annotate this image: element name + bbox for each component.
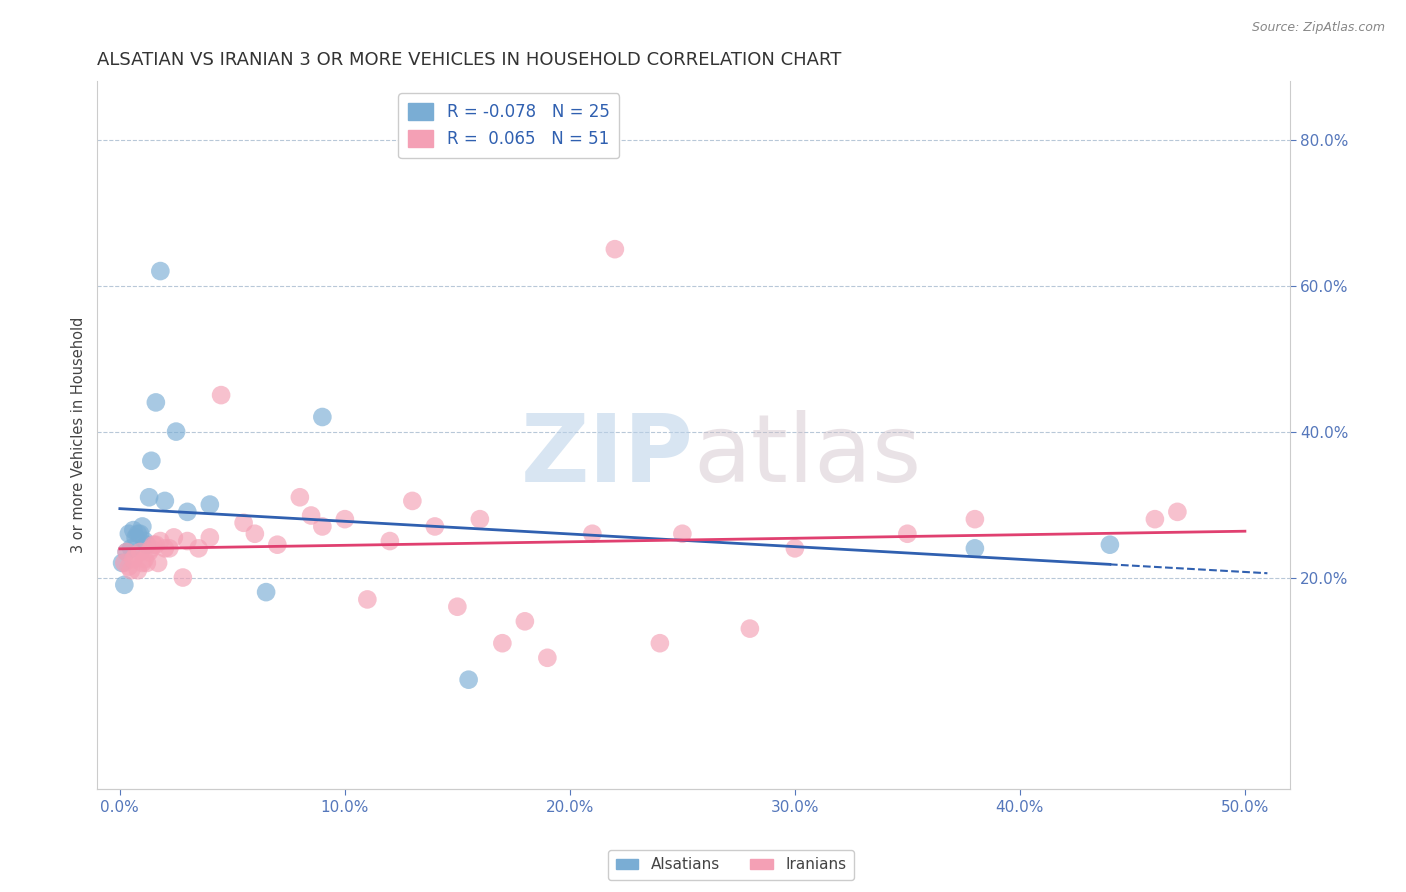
Point bbox=[288, 490, 311, 504]
Point bbox=[1098, 538, 1121, 552]
Point bbox=[513, 615, 536, 629]
Point bbox=[187, 541, 209, 556]
Point bbox=[232, 516, 254, 530]
Point bbox=[134, 552, 156, 566]
Point bbox=[115, 545, 138, 559]
Point bbox=[115, 545, 138, 559]
Point bbox=[157, 541, 180, 556]
Point bbox=[457, 673, 479, 687]
Point bbox=[603, 242, 626, 256]
Point bbox=[311, 409, 333, 424]
Point bbox=[198, 498, 221, 512]
Point bbox=[198, 530, 221, 544]
Legend: R = -0.078   N = 25, R =  0.065   N = 51: R = -0.078 N = 25, R = 0.065 N = 51 bbox=[398, 94, 620, 158]
Point bbox=[122, 552, 145, 566]
Point bbox=[131, 556, 153, 570]
Text: ZIP: ZIP bbox=[520, 410, 693, 502]
Point bbox=[266, 538, 288, 552]
Point bbox=[163, 530, 186, 544]
Point bbox=[138, 490, 160, 504]
Point bbox=[118, 526, 141, 541]
Point bbox=[124, 549, 146, 563]
Point bbox=[356, 592, 378, 607]
Point bbox=[581, 526, 603, 541]
Point bbox=[401, 494, 423, 508]
Point bbox=[145, 538, 167, 552]
Point bbox=[896, 526, 918, 541]
Point bbox=[254, 585, 277, 599]
Point bbox=[129, 526, 152, 541]
Point bbox=[127, 563, 149, 577]
Point bbox=[145, 395, 167, 409]
Point bbox=[209, 388, 232, 402]
Point bbox=[783, 541, 806, 556]
Point bbox=[112, 556, 135, 570]
Point bbox=[111, 556, 134, 570]
Point bbox=[423, 519, 446, 533]
Point bbox=[135, 556, 157, 570]
Point bbox=[149, 264, 172, 278]
Point bbox=[333, 512, 356, 526]
Point bbox=[138, 545, 160, 559]
Point bbox=[1166, 505, 1188, 519]
Point bbox=[146, 556, 169, 570]
Point bbox=[153, 494, 176, 508]
Point bbox=[129, 545, 152, 559]
Point bbox=[135, 538, 157, 552]
Point bbox=[671, 526, 693, 541]
Point bbox=[124, 530, 146, 544]
Point bbox=[536, 650, 558, 665]
Point bbox=[176, 505, 198, 519]
Point bbox=[120, 563, 142, 577]
Point bbox=[299, 508, 322, 523]
Point bbox=[112, 578, 135, 592]
Point bbox=[648, 636, 671, 650]
Point bbox=[120, 541, 142, 556]
Y-axis label: 3 or more Vehicles in Household: 3 or more Vehicles in Household bbox=[72, 317, 86, 553]
Point bbox=[311, 519, 333, 533]
Text: Source: ZipAtlas.com: Source: ZipAtlas.com bbox=[1251, 21, 1385, 34]
Text: atlas: atlas bbox=[693, 410, 922, 502]
Point bbox=[122, 523, 145, 537]
Point bbox=[118, 559, 141, 574]
Point bbox=[134, 534, 156, 549]
Point bbox=[176, 534, 198, 549]
Point bbox=[491, 636, 513, 650]
Point bbox=[963, 541, 986, 556]
Point bbox=[131, 519, 153, 533]
Point bbox=[172, 570, 194, 584]
Point bbox=[963, 512, 986, 526]
Point bbox=[446, 599, 468, 614]
Point bbox=[243, 526, 266, 541]
Text: ALSATIAN VS IRANIAN 3 OR MORE VEHICLES IN HOUSEHOLD CORRELATION CHART: ALSATIAN VS IRANIAN 3 OR MORE VEHICLES I… bbox=[97, 51, 842, 69]
Point bbox=[127, 526, 149, 541]
Point bbox=[165, 425, 187, 439]
Point bbox=[141, 454, 163, 468]
Point bbox=[468, 512, 491, 526]
Legend: Alsatians, Iranians: Alsatians, Iranians bbox=[607, 849, 855, 880]
Point bbox=[149, 534, 172, 549]
Point bbox=[738, 622, 761, 636]
Point bbox=[1143, 512, 1166, 526]
Point bbox=[378, 534, 401, 549]
Point bbox=[142, 538, 165, 552]
Point bbox=[153, 541, 176, 556]
Point bbox=[141, 541, 163, 556]
